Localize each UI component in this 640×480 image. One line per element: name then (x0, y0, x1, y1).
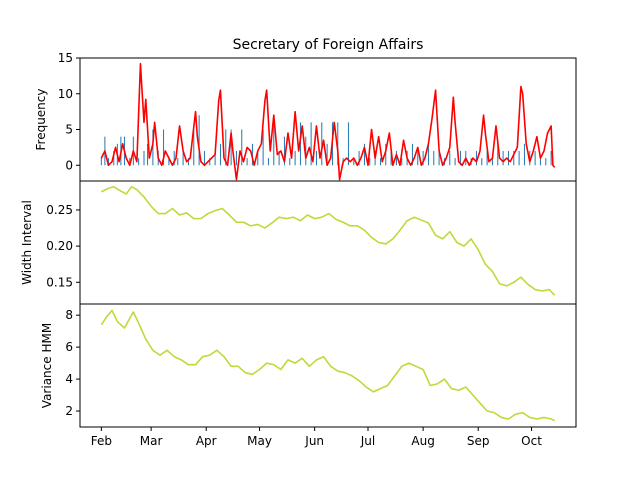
x-tick-label: Oct (521, 434, 542, 448)
x-tick-label: Feb (91, 434, 112, 448)
y-tick-label: 0.15 (46, 275, 73, 289)
y-tick-label: 10 (58, 87, 73, 101)
y-tick-label: 2 (65, 404, 73, 418)
x-tick-label: Aug (411, 434, 434, 448)
width-interval-series-line (100, 185, 556, 296)
variance-hmm-series-line (100, 309, 555, 422)
x-tick-label: Apr (196, 434, 217, 448)
width-interval-y-label: Width Interval (20, 200, 34, 285)
width-interval-y-axis: 0.15 0.20 0.25 (46, 203, 80, 289)
variance-hmm-axes-frame (79, 303, 577, 428)
y-tick-label: 15 (58, 51, 73, 65)
y-tick-label: 0 (65, 158, 73, 172)
frequency-panel: 0 5 10 15 Frequency (34, 51, 577, 182)
x-axis: Feb Mar Apr May Jun Jul Aug Sep Oct (91, 427, 542, 448)
variance-hmm-y-axis: 2 4 6 8 (65, 308, 80, 418)
x-tick-label: Sep (467, 434, 490, 448)
variance-hmm-y-label: Variance HMM (40, 323, 54, 408)
frequency-plot-area (100, 62, 556, 181)
chart-title: Secretary of Foreign Affairs (233, 37, 424, 53)
y-tick-label: 5 (65, 123, 73, 137)
y-tick-label: 0.20 (46, 239, 73, 253)
y-tick-label: 4 (65, 372, 73, 386)
frequency-series-line (100, 62, 556, 181)
x-tick-label: Jul (360, 434, 375, 448)
y-tick-label: 0.25 (46, 203, 73, 217)
y-tick-label: 8 (65, 308, 73, 322)
width-interval-plot-area (100, 185, 556, 296)
variance-hmm-panel: 2 4 6 8 Feb Mar Apr May Jun Jul Aug Sep Oct Varianc… (40, 303, 577, 448)
x-tick-label: Mar (140, 434, 163, 448)
variance-hmm-plot-area (100, 309, 555, 422)
y-tick-label: 6 (65, 340, 73, 354)
frequency-y-label: Frequency (34, 89, 48, 151)
x-tick-label: May (247, 434, 272, 448)
frequency-y-axis: 0 5 10 15 (58, 51, 80, 172)
x-tick-label: Jun (304, 434, 324, 448)
